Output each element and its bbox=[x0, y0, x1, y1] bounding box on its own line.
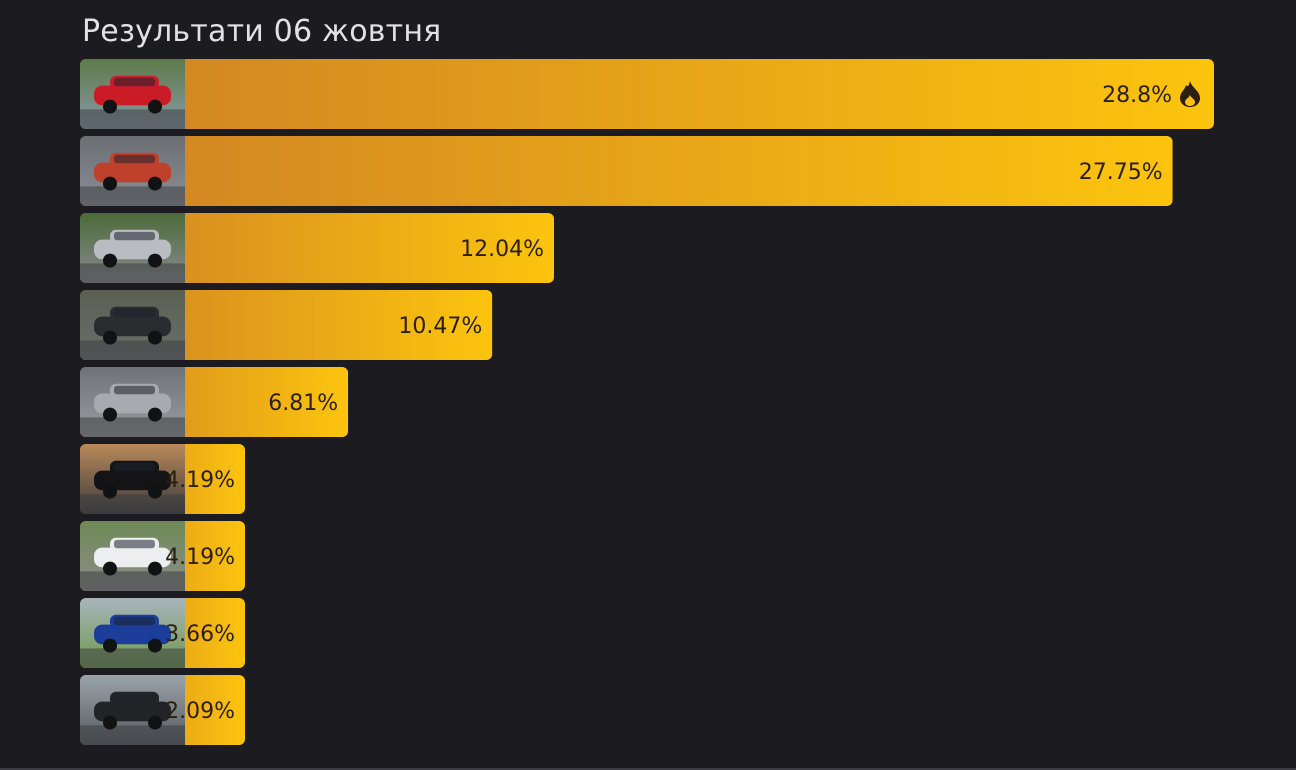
chart-title: Результати 06 жовтня bbox=[82, 14, 442, 49]
bar-row: 28.8% bbox=[80, 59, 1214, 129]
bar bbox=[80, 136, 1173, 206]
dump-truck-thumbnail bbox=[80, 675, 185, 745]
black-sedan-thumbnail bbox=[80, 290, 185, 360]
fire-icon bbox=[1180, 81, 1200, 107]
bar-row: 4.19% bbox=[80, 444, 245, 514]
bar-value-label: 28.8% bbox=[1102, 83, 1172, 108]
white-sedan-thumbnail bbox=[80, 521, 185, 591]
bar-value-label: 6.81% bbox=[268, 391, 338, 416]
bar-value-label: 4.19% bbox=[165, 545, 235, 570]
bar bbox=[80, 59, 1214, 129]
bar-row: 4.19% bbox=[80, 521, 245, 591]
bar-row: 12.04% bbox=[80, 213, 555, 283]
bar-value-label: 2.09% bbox=[165, 699, 235, 724]
bar-row: 10.47% bbox=[80, 290, 493, 360]
silver-sedan-thumbnail bbox=[80, 213, 185, 283]
bar-row: 6.81% bbox=[80, 367, 349, 437]
bottom-divider bbox=[0, 768, 1296, 770]
bar-row: 27.75% bbox=[80, 136, 1173, 206]
red-hatchback-thumbnail bbox=[80, 59, 185, 129]
orange-sedan-thumbnail bbox=[80, 136, 185, 206]
bar-value-label: 10.47% bbox=[398, 314, 482, 339]
blue-sedan-thumbnail bbox=[80, 598, 185, 668]
bar-value-label: 12.04% bbox=[460, 237, 544, 262]
bar-value-label: 4.19% bbox=[165, 468, 235, 493]
silver-wagon-thumbnail bbox=[80, 367, 185, 437]
black-minivan-thumbnail bbox=[80, 444, 185, 514]
bar-row: 3.66% bbox=[80, 598, 245, 668]
bar-row: 2.09% bbox=[80, 675, 245, 745]
bar-value-label: 27.75% bbox=[1079, 160, 1163, 185]
bar-value-label: 3.66% bbox=[165, 622, 235, 647]
